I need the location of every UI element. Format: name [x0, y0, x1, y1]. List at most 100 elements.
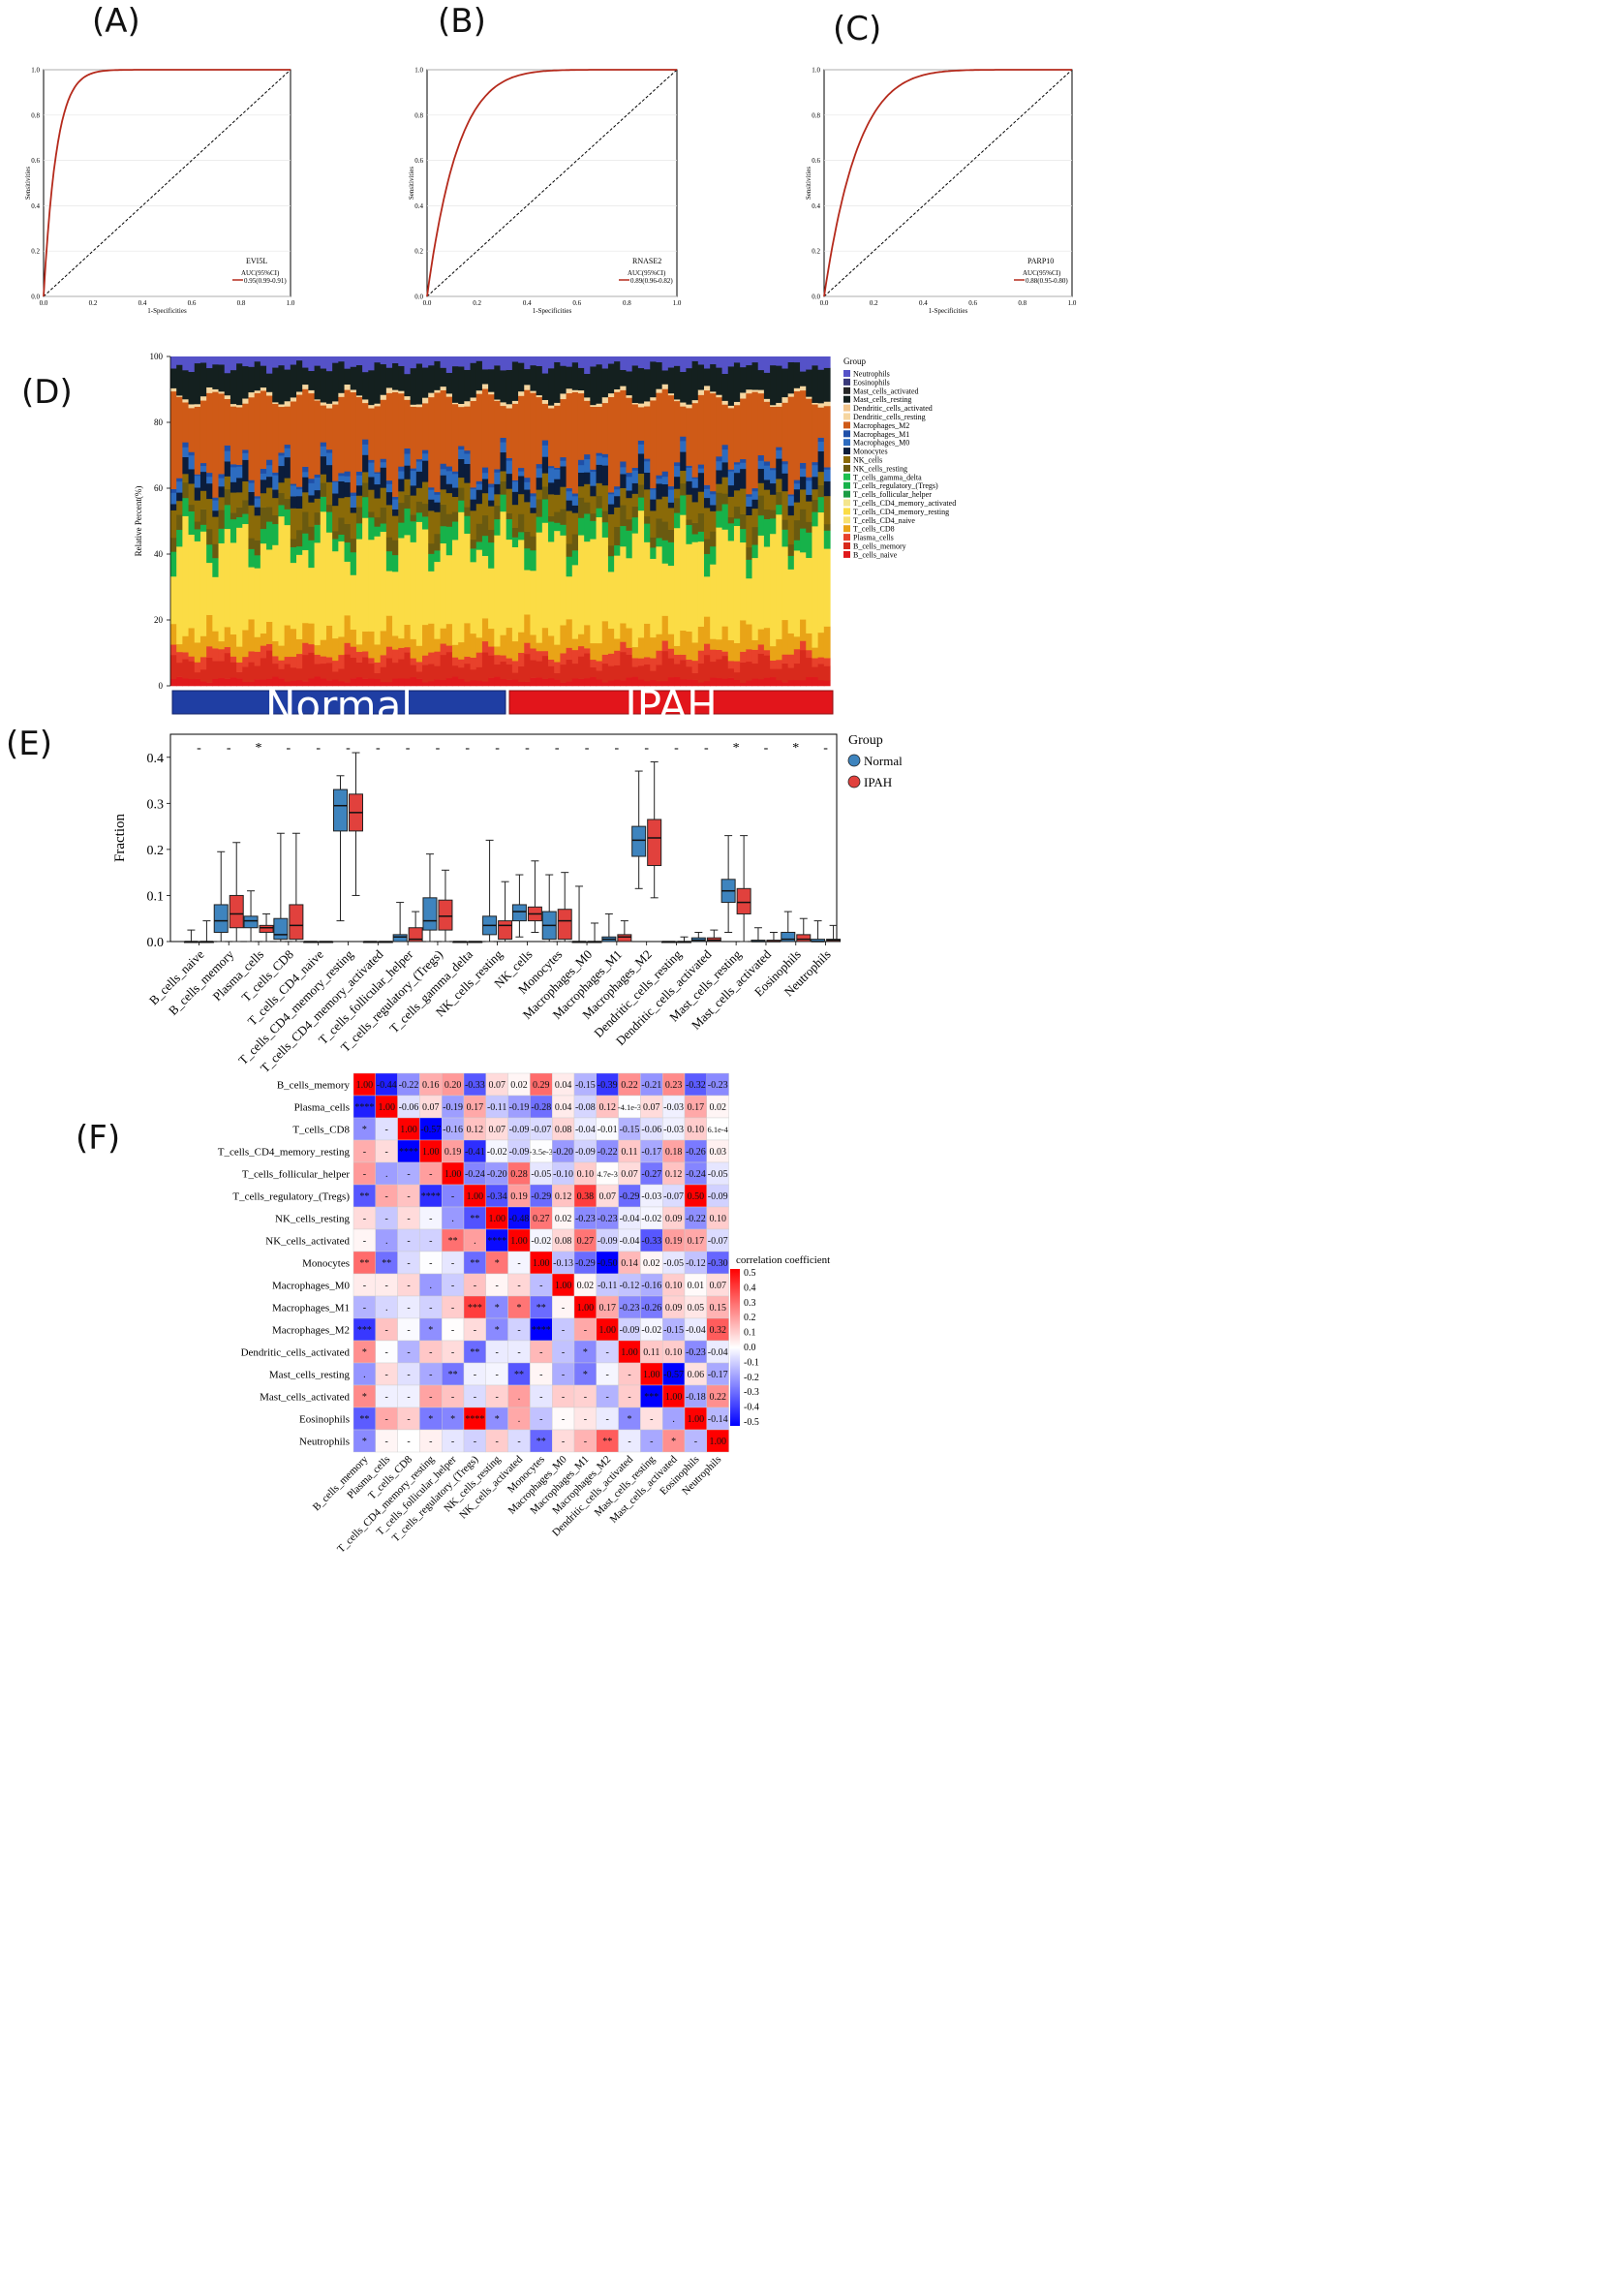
- group-label-ipah: IPAH: [625, 682, 717, 729]
- stack-segment: [727, 541, 735, 640]
- stack-segment: [800, 649, 807, 681]
- heatmap-cell-label: 1.00: [577, 1303, 595, 1314]
- stack-segment: [500, 471, 507, 481]
- stack-segment: [410, 638, 417, 659]
- stack-legend-label: Eosinophils: [853, 378, 890, 386]
- heatmap-cell-label: -: [451, 1191, 454, 1202]
- stack-segment: [806, 501, 813, 522]
- stack-segment: [385, 491, 393, 506]
- heatmap-cell-label: 0.10: [665, 1281, 683, 1291]
- boxplot-chart: 0.00.10.20.30.4Fraction-B_cells_naive-B_…: [112, 733, 903, 1075]
- roc-x-axis-label: 1-Specificities: [147, 307, 187, 315]
- stack-segment: [607, 628, 615, 654]
- stack-segment: [344, 682, 352, 687]
- box-plot-frame: [169, 733, 838, 943]
- stack-segment: [637, 679, 645, 687]
- stack-legend-swatch: [843, 464, 850, 472]
- box-body: [333, 788, 348, 832]
- box-ipah: [677, 936, 691, 943]
- stack-segment: [350, 657, 357, 679]
- stack-segment: [302, 549, 309, 624]
- stack-segment: [601, 521, 609, 538]
- stack-segment: [661, 521, 669, 541]
- stack-segment: [631, 646, 639, 659]
- stack-segment: [511, 361, 519, 401]
- heatmap-cell-label: 0.08: [555, 1125, 572, 1135]
- stack-segment: [182, 659, 190, 679]
- stack-segment: [560, 535, 567, 626]
- heatmap-cell-label: -0.01: [598, 1125, 618, 1135]
- stack-segment: [218, 478, 226, 487]
- stack-segment: [170, 504, 177, 510]
- stack-segment: [571, 565, 579, 639]
- stack-segment: [380, 655, 387, 667]
- stack-segment: [674, 365, 681, 400]
- stack-segment: [644, 664, 651, 682]
- stack-segment: [511, 479, 519, 482]
- box-significance-label: -: [495, 741, 500, 756]
- stack-segment: [296, 488, 303, 497]
- heatmap-cell-label: **: [448, 1370, 458, 1380]
- stack-segment: [793, 387, 801, 392]
- stack-segment: [422, 403, 429, 450]
- stacked-bars: [170, 356, 831, 687]
- stack-segment: [584, 513, 591, 542]
- stack-segment: [566, 619, 573, 648]
- stack-segment: [691, 502, 699, 523]
- stack-legend-swatch: [843, 534, 850, 541]
- stack-segment: [560, 653, 567, 665]
- stack-segment: [236, 407, 243, 465]
- stack-segment: [242, 449, 250, 453]
- stack-segment: [224, 652, 231, 679]
- stack-segment: [667, 356, 675, 368]
- stack-segment: [650, 510, 658, 538]
- stack-segment: [524, 385, 532, 390]
- stack-segment: [332, 531, 339, 540]
- stack-segment: [626, 497, 633, 520]
- stack-segment: [494, 365, 502, 400]
- stack-segment: [314, 654, 322, 665]
- heatmap-cell-label: -0.17: [708, 1370, 728, 1380]
- stack-segment: [248, 366, 256, 393]
- stack-segment: [440, 525, 447, 543]
- stack-segment: [308, 678, 316, 687]
- heatmap-cell-label: -: [562, 1414, 565, 1425]
- stack-segment: [296, 679, 303, 687]
- stack-segment: [350, 629, 357, 647]
- stack-segment: [703, 356, 711, 369]
- roc-x-tick-label: 1.0: [673, 299, 682, 307]
- stack-segment: [770, 533, 777, 647]
- stack-segment: [751, 491, 759, 500]
- stack-segment: [284, 656, 291, 665]
- heatmap-cell-label: *: [450, 1414, 455, 1425]
- stack-segment: [554, 530, 562, 645]
- stack-segment: [614, 650, 621, 665]
- stack-segment: [644, 472, 651, 490]
- stack-segment: [475, 652, 483, 667]
- stack-segment: [571, 512, 579, 535]
- heatmap-cell-label: *: [495, 1325, 500, 1336]
- stack-segment: [541, 486, 549, 500]
- stack-segment: [170, 492, 177, 505]
- heatmap-cell-label: -0.18: [686, 1392, 706, 1403]
- stack-segment: [212, 516, 220, 544]
- stack-segment: [817, 496, 825, 513]
- stack-segment: [182, 447, 190, 457]
- stack-segment: [787, 514, 795, 545]
- heatmap-cell-label: -: [385, 1437, 388, 1447]
- stack-segment: [511, 504, 519, 528]
- stack-segment: [458, 356, 465, 367]
- stack-segment: [727, 496, 735, 518]
- heatmap-cell-label: -0.09: [509, 1125, 530, 1135]
- stack-segment: [248, 619, 256, 652]
- stack-segment: [314, 474, 322, 479]
- stack-segment: [242, 500, 250, 514]
- stack-segment: [530, 364, 537, 391]
- stack-segment: [601, 356, 609, 369]
- stack-segment: [614, 665, 621, 680]
- stack-segment: [355, 495, 363, 508]
- stack-segment: [451, 365, 459, 403]
- stack-segment: [536, 396, 543, 465]
- stack-segment: [206, 543, 213, 564]
- stack-segment: [434, 356, 442, 361]
